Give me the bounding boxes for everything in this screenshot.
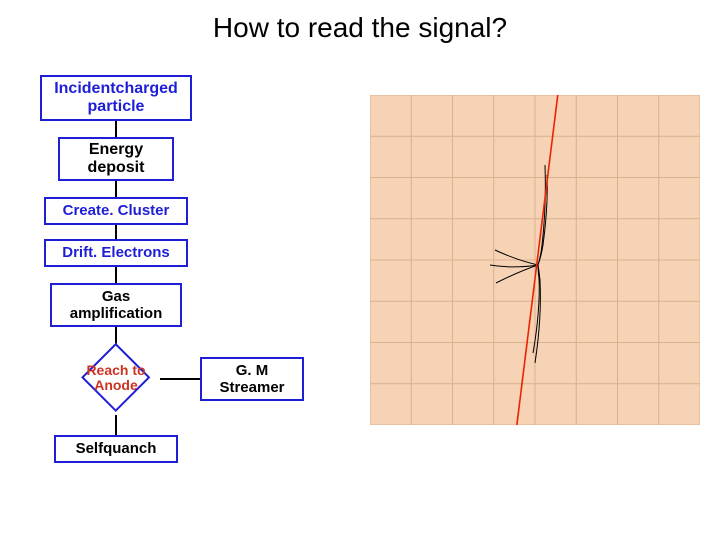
- flow-node-n2: Energydeposit: [58, 137, 174, 181]
- flow-node-n8: Selfquanch: [54, 435, 178, 463]
- flow-node-n4: Drift. Electrons: [44, 239, 188, 267]
- flowchart: Incidentchargedparticle Energydeposit Crea…: [40, 75, 340, 530]
- flow-node-n5: Gasamplification: [50, 283, 182, 327]
- flow-connector: [115, 181, 117, 197]
- flow-connector: [115, 415, 117, 435]
- page-title: How to read the signal?: [0, 12, 720, 44]
- flow-connector: [160, 378, 200, 380]
- flow-node-n7: G. MStreamer: [200, 357, 304, 401]
- flow-connector: [115, 121, 117, 137]
- flow-node-n6: Reach toAnode: [76, 343, 156, 413]
- flow-node-n1: Incidentchargedparticle: [40, 75, 192, 121]
- signal-chart: [370, 95, 700, 425]
- flow-node-n3: Create. Cluster: [44, 197, 188, 225]
- flow-connector: [115, 225, 117, 239]
- flow-connector: [115, 267, 117, 283]
